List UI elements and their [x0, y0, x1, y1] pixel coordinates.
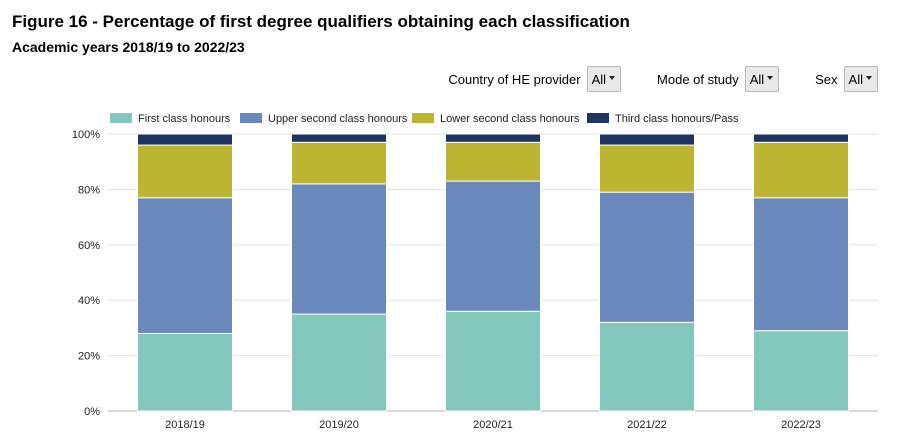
country-dropdown[interactable]: All	[586, 66, 622, 92]
legend-swatch	[412, 113, 434, 123]
legend-label: Third class honours/Pass	[615, 113, 739, 125]
y-tick-label: 40%	[78, 295, 100, 307]
filter-mode-label: Mode of study	[657, 71, 739, 87]
filter-sex: Sex All	[815, 66, 878, 92]
bar-segment	[599, 144, 695, 193]
mode-dropdown[interactable]: All	[744, 66, 780, 92]
country-dropdown-value: All	[591, 71, 607, 87]
y-tick-label: 80%	[78, 184, 100, 196]
bar-segment	[445, 133, 541, 143]
bar-segment	[599, 133, 695, 146]
bar-segment	[137, 197, 233, 334]
x-tick-label: 2020/21	[473, 419, 513, 431]
x-tick-label: 2021/22	[627, 419, 667, 431]
bar-segment	[291, 133, 387, 143]
x-tick-label: 2019/20	[319, 419, 359, 431]
bar-segment	[753, 330, 849, 412]
bar-segment	[291, 141, 387, 185]
bar-segment	[599, 191, 695, 323]
y-tick-label: 0%	[84, 406, 100, 418]
sex-dropdown[interactable]: All	[843, 66, 878, 92]
bar-segment	[445, 310, 541, 412]
legend-swatch	[587, 113, 609, 123]
bar-segment	[753, 133, 849, 143]
y-tick-label: 60%	[78, 240, 100, 252]
legend-label: Upper second class honours	[268, 113, 408, 125]
bar-segment	[445, 180, 541, 312]
bar-segment	[753, 197, 849, 332]
bar-segment	[599, 321, 695, 412]
bar-segment	[753, 141, 849, 199]
bar-segment	[137, 133, 233, 146]
legend-label: First class honours	[138, 113, 231, 125]
x-tick-label: 2022/23	[781, 419, 821, 431]
bar-segment	[137, 332, 233, 412]
bar-segment	[445, 141, 541, 182]
filter-country: Country of HE provider All	[448, 66, 622, 92]
legend-label: Lower second class honours	[440, 113, 580, 125]
x-tick-label: 2018/19	[165, 419, 205, 431]
chart-subtitle: Academic years 2018/19 to 2022/23	[12, 39, 245, 55]
bar-segment	[291, 183, 387, 315]
y-tick-label: 100%	[72, 129, 100, 141]
caret-down-icon	[767, 76, 774, 80]
chart-title: Figure 16 - Percentage of first degree q…	[12, 12, 630, 31]
sex-dropdown-value: All	[848, 71, 863, 87]
mode-dropdown-value: All	[749, 71, 765, 87]
bar-segment	[137, 144, 233, 199]
bar-segment	[291, 313, 387, 412]
filter-sex-label: Sex	[815, 71, 838, 87]
filter-country-label: Country of HE provider	[448, 71, 581, 87]
caret-down-icon	[866, 76, 872, 80]
filter-mode: Mode of study All	[657, 66, 780, 92]
legend-swatch	[110, 113, 132, 123]
y-tick-label: 20%	[78, 351, 100, 363]
filter-bar: Country of HE provider All Mode of study…	[412, 66, 878, 92]
legend-swatch	[240, 113, 262, 123]
caret-down-icon	[609, 76, 616, 80]
